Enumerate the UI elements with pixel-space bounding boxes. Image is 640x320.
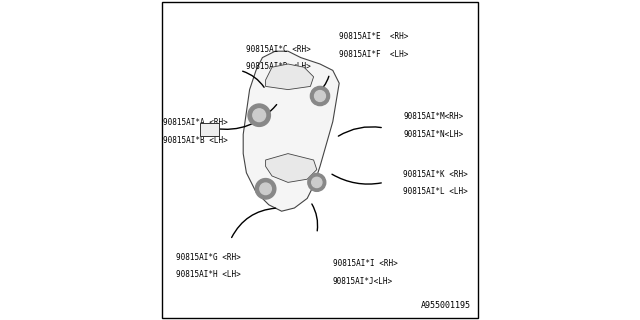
Text: 90815AI*B <LH>: 90815AI*B <LH>	[163, 136, 228, 145]
Text: 90815AI*F  <LH>: 90815AI*F <LH>	[339, 50, 408, 59]
Text: 90815AI*G <RH>: 90815AI*G <RH>	[176, 253, 241, 262]
Text: 90815AI*D <LH>: 90815AI*D <LH>	[246, 62, 311, 71]
Text: 90815AI*I <RH>: 90815AI*I <RH>	[333, 259, 397, 268]
Text: 90815AI*K <RH>: 90815AI*K <RH>	[403, 170, 468, 179]
Text: 90815AI*E  <RH>: 90815AI*E <RH>	[339, 32, 408, 41]
Circle shape	[314, 91, 326, 101]
Circle shape	[253, 109, 266, 122]
Text: 90815AI*A <RH>: 90815AI*A <RH>	[163, 118, 228, 127]
FancyBboxPatch shape	[200, 123, 219, 136]
Text: 90815AI*L <LH>: 90815AI*L <LH>	[403, 187, 468, 196]
Text: 90815AI*M<RH>: 90815AI*M<RH>	[403, 112, 463, 121]
Circle shape	[308, 173, 326, 191]
PathPatch shape	[243, 51, 339, 211]
Circle shape	[310, 86, 330, 106]
Text: 90815AI*N<LH>: 90815AI*N<LH>	[403, 130, 463, 139]
PathPatch shape	[266, 64, 314, 90]
Circle shape	[248, 104, 270, 126]
Circle shape	[255, 179, 276, 199]
Text: A955001195: A955001195	[420, 301, 470, 310]
Text: 90815AI*H <LH>: 90815AI*H <LH>	[176, 270, 241, 279]
PathPatch shape	[266, 154, 317, 182]
Text: 90815AI*J<LH>: 90815AI*J<LH>	[333, 277, 393, 286]
Circle shape	[260, 183, 271, 195]
Text: 90815AI*C <RH>: 90815AI*C <RH>	[246, 45, 311, 54]
Circle shape	[312, 177, 322, 188]
